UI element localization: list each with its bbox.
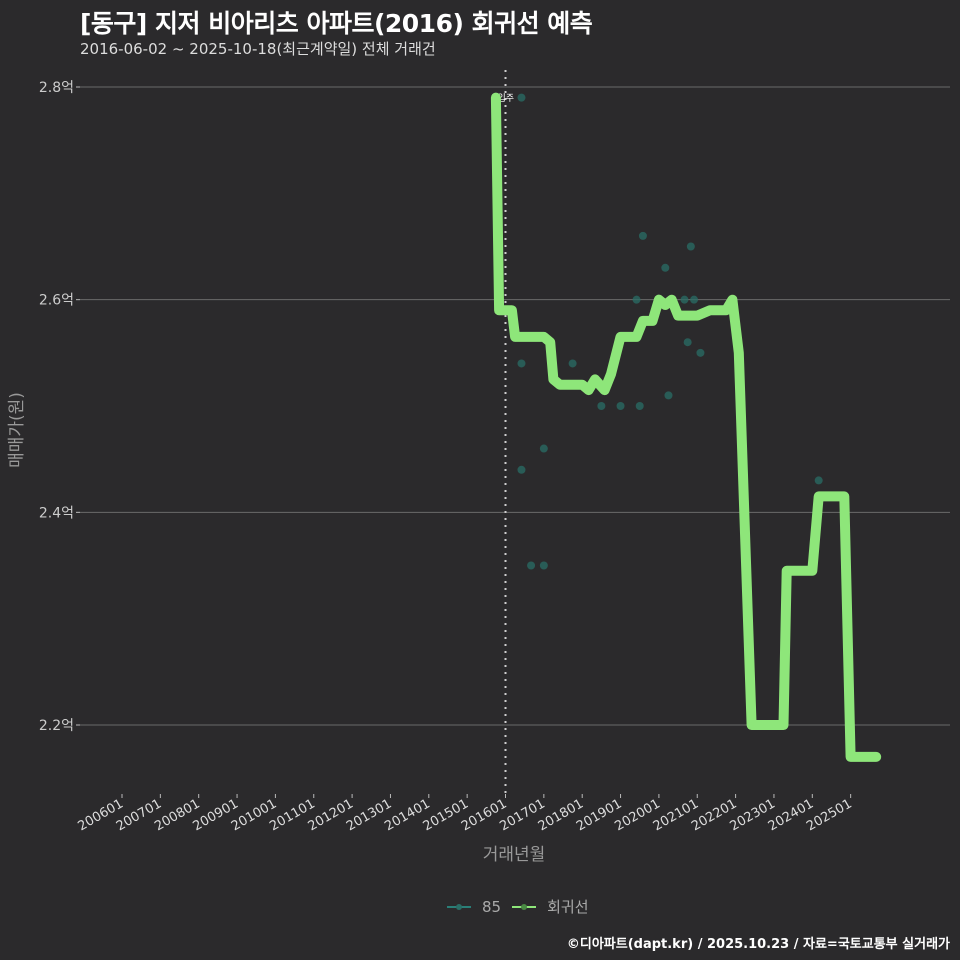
chart-legend: 85 회귀선 <box>446 896 589 917</box>
legend-85-swatch-icon <box>447 903 471 910</box>
legend-item-85[interactable]: 85 <box>446 898 501 916</box>
x-axis-label: 거래년월 <box>483 845 546 865</box>
move-in-annotation: 입주 <box>498 92 515 104</box>
data-point[interactable] <box>517 93 526 102</box>
data-point[interactable] <box>539 444 548 453</box>
y-tick-label: 2.2억 <box>39 718 74 734</box>
y-tick-label: 2.8억 <box>39 80 74 96</box>
data-point[interactable] <box>517 465 526 474</box>
data-point[interactable] <box>638 231 647 240</box>
data-point[interactable] <box>517 359 526 368</box>
regression-line[interactable] <box>490 92 882 762</box>
data-point[interactable] <box>635 402 644 410</box>
footer-credit: ©디아파트(dapt.kr) / 2025.10.23 / 자료=국토교통부 실… <box>566 937 950 952</box>
legend-label: 85 <box>482 897 502 916</box>
legend-label: 회귀선 <box>547 898 589 916</box>
data-point[interactable] <box>527 561 536 570</box>
data-point[interactable] <box>686 242 695 251</box>
y-axis-label: 매매가(원) <box>7 392 27 468</box>
data-point[interactable] <box>683 338 692 347</box>
chart-subtitle: 2016-06-02 ~ 2025-10-18(최근계약일) 전체 거래건 <box>80 40 436 58</box>
y-tick-label: 2.6억 <box>39 293 74 309</box>
y-tick-label: 2.4억 <box>39 505 74 521</box>
legend-item-regression[interactable]: 회귀선 <box>511 896 589 917</box>
data-point[interactable] <box>814 476 823 485</box>
legend-regression-swatch-icon <box>512 903 537 910</box>
chart-title: [동구] 지저 비아리츠 아파트(2016) 회귀선 예측 <box>80 9 593 38</box>
data-point[interactable] <box>539 561 548 570</box>
data-point[interactable] <box>632 295 641 304</box>
data-point[interactable] <box>661 263 670 272</box>
data-point[interactable] <box>597 402 606 410</box>
data-point[interactable] <box>696 348 705 357</box>
data-point[interactable] <box>568 359 577 368</box>
data-point[interactable] <box>664 391 673 400</box>
data-point[interactable] <box>616 402 625 410</box>
data-point[interactable] <box>690 295 699 304</box>
data-point[interactable] <box>680 295 689 304</box>
